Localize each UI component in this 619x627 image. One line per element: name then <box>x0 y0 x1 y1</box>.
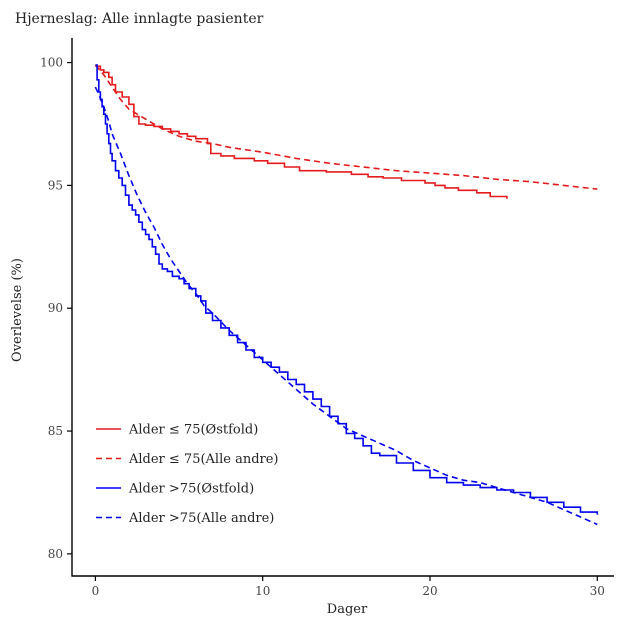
legend-item: Alder ≤ 75(Østfold) <box>96 423 258 438</box>
legend-label: Alder ≤ 75(Østfold) <box>128 423 258 438</box>
y-axis-title: Overlevelse (%) <box>10 258 25 362</box>
legend-label: Alder >75(Østfold) <box>128 482 254 497</box>
x-tick-label: 10 <box>255 584 270 598</box>
y-tick-label: 95 <box>48 178 63 192</box>
x-axis-title: Dager <box>327 602 368 617</box>
y-tick-label: 90 <box>48 301 63 315</box>
legend-item: Alder >75(Østfold) <box>96 482 254 497</box>
axes: 0 10 20 30 80 85 90 95 100 <box>40 38 614 598</box>
legend-item: Alder ≤ 75(Alle andre) <box>96 452 279 467</box>
y-tick-label: 100 <box>40 56 63 70</box>
y-tick-label: 85 <box>48 424 63 438</box>
series-line-4 <box>94 86 598 526</box>
x-tick-label: 30 <box>590 584 605 598</box>
legend-item: Alder >75(Alle andre) <box>96 511 274 526</box>
legend-label: Alder ≤ 75(Alle andre) <box>128 452 279 467</box>
series-line-3 <box>95 64 599 515</box>
x-tick-label: 20 <box>422 584 437 598</box>
legend: Alder ≤ 75(Østfold) Alder ≤ 75(Alle andre… <box>96 423 279 526</box>
x-tick-label: 0 <box>92 584 100 598</box>
series-line-2 <box>94 64 598 190</box>
plot-area <box>94 64 599 526</box>
series-line-1 <box>95 65 508 199</box>
legend-label: Alder >75(Alle andre) <box>128 511 274 526</box>
chart-title: Hjerneslag: Alle innlagte pasienter <box>15 11 264 27</box>
y-tick-label: 80 <box>48 547 63 561</box>
